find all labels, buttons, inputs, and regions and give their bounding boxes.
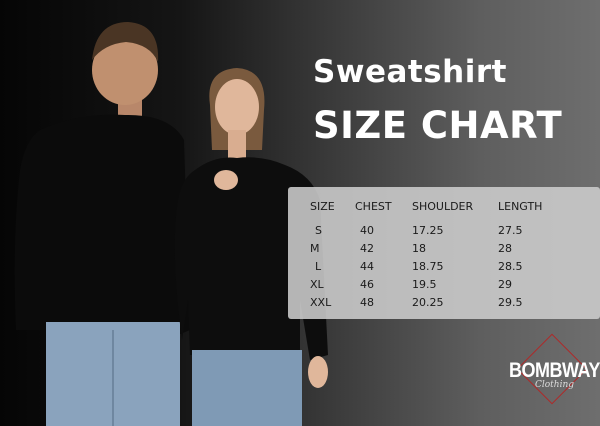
cell-length: 28 <box>498 242 512 255</box>
chart-title: SIZE CHART <box>313 104 563 147</box>
cell-shoulder: 19.5 <box>412 278 437 291</box>
header-length: LENGTH <box>498 200 543 213</box>
male-model <box>14 22 190 426</box>
logo-sub: Clothing <box>535 380 575 390</box>
header-chest: CHEST <box>355 200 392 213</box>
cell-shoulder: 17.25 <box>412 224 444 237</box>
logo-brand: BOMBWAY <box>509 357 600 382</box>
cell-shoulder: 18.75 <box>412 260 444 273</box>
cell-chest: 46 <box>360 278 374 291</box>
cell-length: 29 <box>498 278 512 291</box>
size-table: SIZE CHEST SHOULDER LENGTH S 40 17.25 27.5 M… <box>288 187 600 319</box>
cell-size: L <box>315 260 322 273</box>
cell-chest: 44 <box>360 260 374 273</box>
cell-chest: 40 <box>360 224 374 237</box>
cell-chest: 48 <box>360 296 374 309</box>
header-shoulder: SHOULDER <box>412 200 474 213</box>
cell-chest: 42 <box>360 242 374 255</box>
cell-size: M <box>310 242 320 255</box>
cell-size: S <box>315 224 322 237</box>
cell-size: XL <box>310 278 324 291</box>
product-title: Sweatshirt <box>313 54 507 90</box>
cell-shoulder: 18 <box>412 242 426 255</box>
cell-size: XXL <box>310 296 332 309</box>
female-model <box>174 68 328 426</box>
brand-logo: BOMBWAY Clothing <box>505 333 600 426</box>
cell-length: 29.5 <box>498 296 523 309</box>
cell-shoulder: 20.25 <box>412 296 444 309</box>
cell-length: 28.5 <box>498 260 523 273</box>
header-size: SIZE <box>310 200 335 213</box>
cell-length: 27.5 <box>498 224 523 237</box>
